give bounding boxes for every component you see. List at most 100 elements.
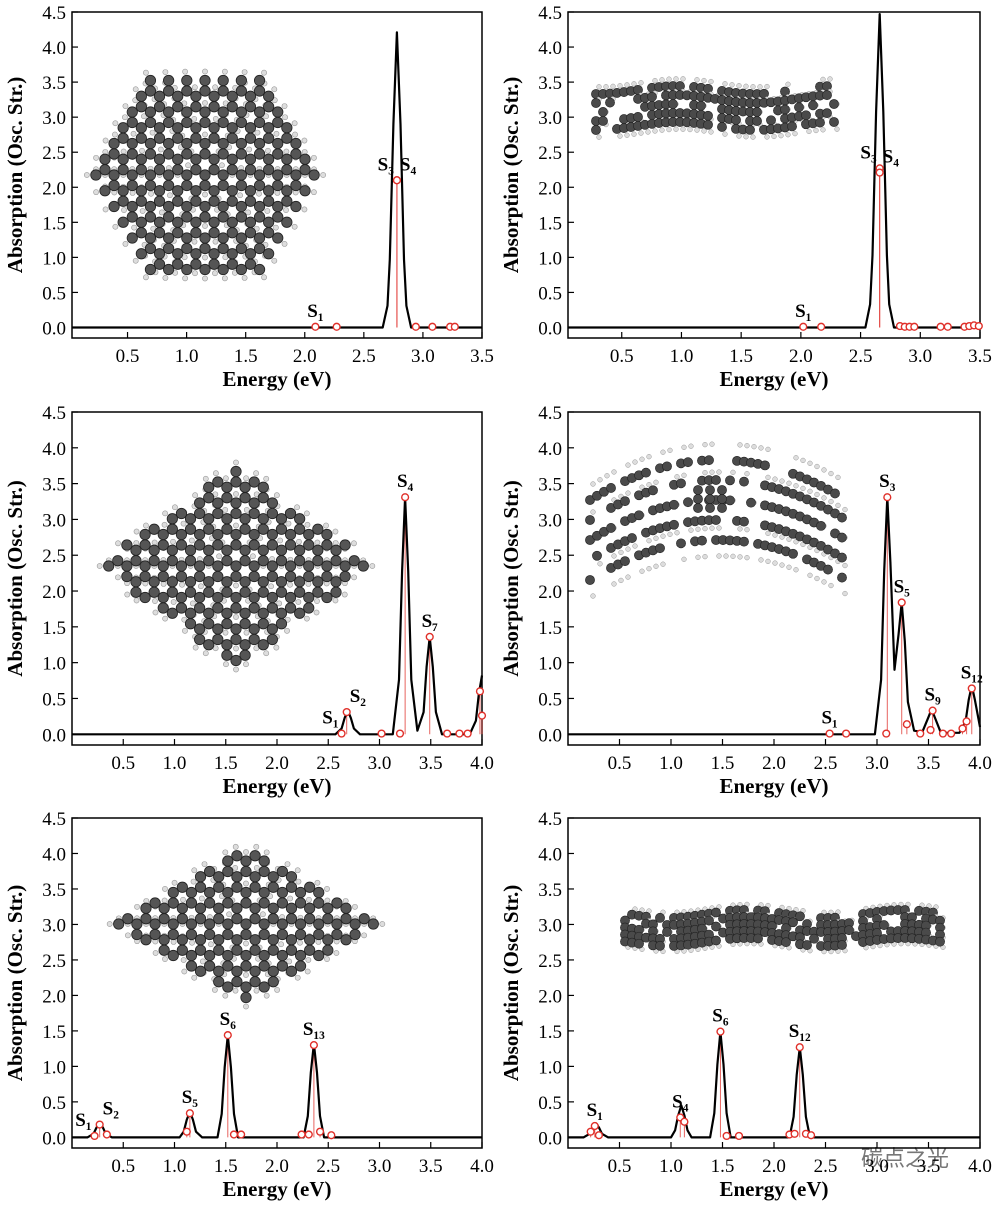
carbon-atom [182,170,192,180]
carbon-atom [240,493,250,503]
carbon-atom [676,479,685,488]
x-tick-label: 0.5 [608,753,632,774]
carbon-atom [173,133,183,143]
hydrogen-atom [274,493,279,498]
hydrogen-atom [667,127,672,132]
carbon-atom [136,196,146,206]
hydrogen-atom [244,476,249,481]
carbon-atom [276,545,286,555]
carbon-atom [185,577,195,587]
carbon-atom [286,903,296,913]
carbon-atom [140,529,150,539]
hydrogen-atom [710,526,715,531]
carbon-atom [295,919,305,929]
carbon-atom [254,149,264,159]
hydrogen-atom [370,563,375,568]
state-label: S₅ [182,1087,199,1108]
carbon-atom [277,887,287,897]
carbon-atom [259,856,269,866]
hydrogen-atom [237,193,242,198]
hydrogen-atom [212,271,217,276]
hydrogen-atom [689,528,694,533]
hydrogen-atom [814,128,819,133]
hydrogen-atom [162,886,167,891]
carbon-atom [331,577,341,587]
carbon-atom [263,196,273,206]
hydrogen-atom [285,862,290,867]
transition-marker [968,685,975,692]
hydrogen-atom [333,529,338,534]
hydrogen-atom [97,563,102,568]
carbon-atom [154,186,164,196]
carbon-atom [304,945,314,955]
transition-marker [456,730,463,737]
hydrogen-atom [153,610,158,615]
carbon-atom [254,264,264,274]
x-axis-label: Energy (eV) [719,774,828,798]
carbon-atom [227,154,237,164]
carbon-atom [186,919,196,929]
carbon-atom [209,91,219,101]
hydrogen-atom [821,77,826,82]
carbon-atom [163,243,173,253]
carbon-atom [277,950,287,960]
hydrogen-atom [766,559,771,564]
carbon-atom [662,927,671,936]
carbon-atom [158,529,168,539]
hydrogen-atom [246,210,251,215]
hydrogen-atom [305,969,310,974]
hydrogen-atom [352,904,357,909]
hydrogen-atom [626,547,631,552]
y-tick-label: 3.5 [538,880,562,901]
carbon-atom [218,86,228,96]
carbon-atom [227,228,237,238]
hydrogen-atom [625,82,630,87]
carbon-atom [304,914,314,924]
hydrogen-atom [324,956,329,961]
carbon-atom [195,966,205,976]
x-tick-label: 2.0 [265,1156,289,1177]
carbon-atom [705,485,714,494]
x-tick-label: 2.0 [762,1156,786,1177]
state-label: S₁₃ [303,1019,325,1040]
carbon-atom [268,935,278,945]
y-tick-label: 3.5 [538,475,562,496]
carbon-atom [185,545,195,555]
transition-marker [884,494,891,501]
hydrogen-atom [179,582,184,587]
carbon-atom [254,170,264,180]
hydrogen-atom [192,271,197,276]
hydrogen-atom [222,69,227,74]
hydrogen-atom [198,584,203,589]
carbon-atom [331,556,341,566]
hydrogen-atom [591,510,596,515]
hydrogen-atom [323,523,328,528]
hydrogen-atom [182,628,187,633]
hydrogen-atom [130,190,135,195]
carbon-atom [194,634,204,644]
carbon-atom [240,545,250,555]
hydrogen-atom [808,489,813,494]
carbon-atom [136,133,146,143]
carbon-atom [669,520,678,529]
hydrogen-atom [667,77,672,82]
carbon-atom [204,640,214,650]
hydrogen-atom [787,481,792,486]
carbon-atom [182,233,192,243]
carbon-atom [158,571,168,581]
carbon-atom [194,592,204,602]
carbon-atom [268,966,278,976]
carbon-atom [276,608,286,618]
hydrogen-atom [115,575,120,580]
hydrogen-atom [148,191,153,196]
carbon-atom [195,872,205,882]
carbon-atom [267,561,277,571]
hydrogen-atom [723,81,728,86]
carbon-atom [213,561,223,571]
carbon-atom [145,138,155,148]
carbon-atom [173,217,183,227]
y-tick-label: 4.5 [538,403,562,424]
hydrogen-atom [202,223,207,228]
x-tick-label: 1.0 [659,753,683,774]
carbon-atom [647,92,656,101]
